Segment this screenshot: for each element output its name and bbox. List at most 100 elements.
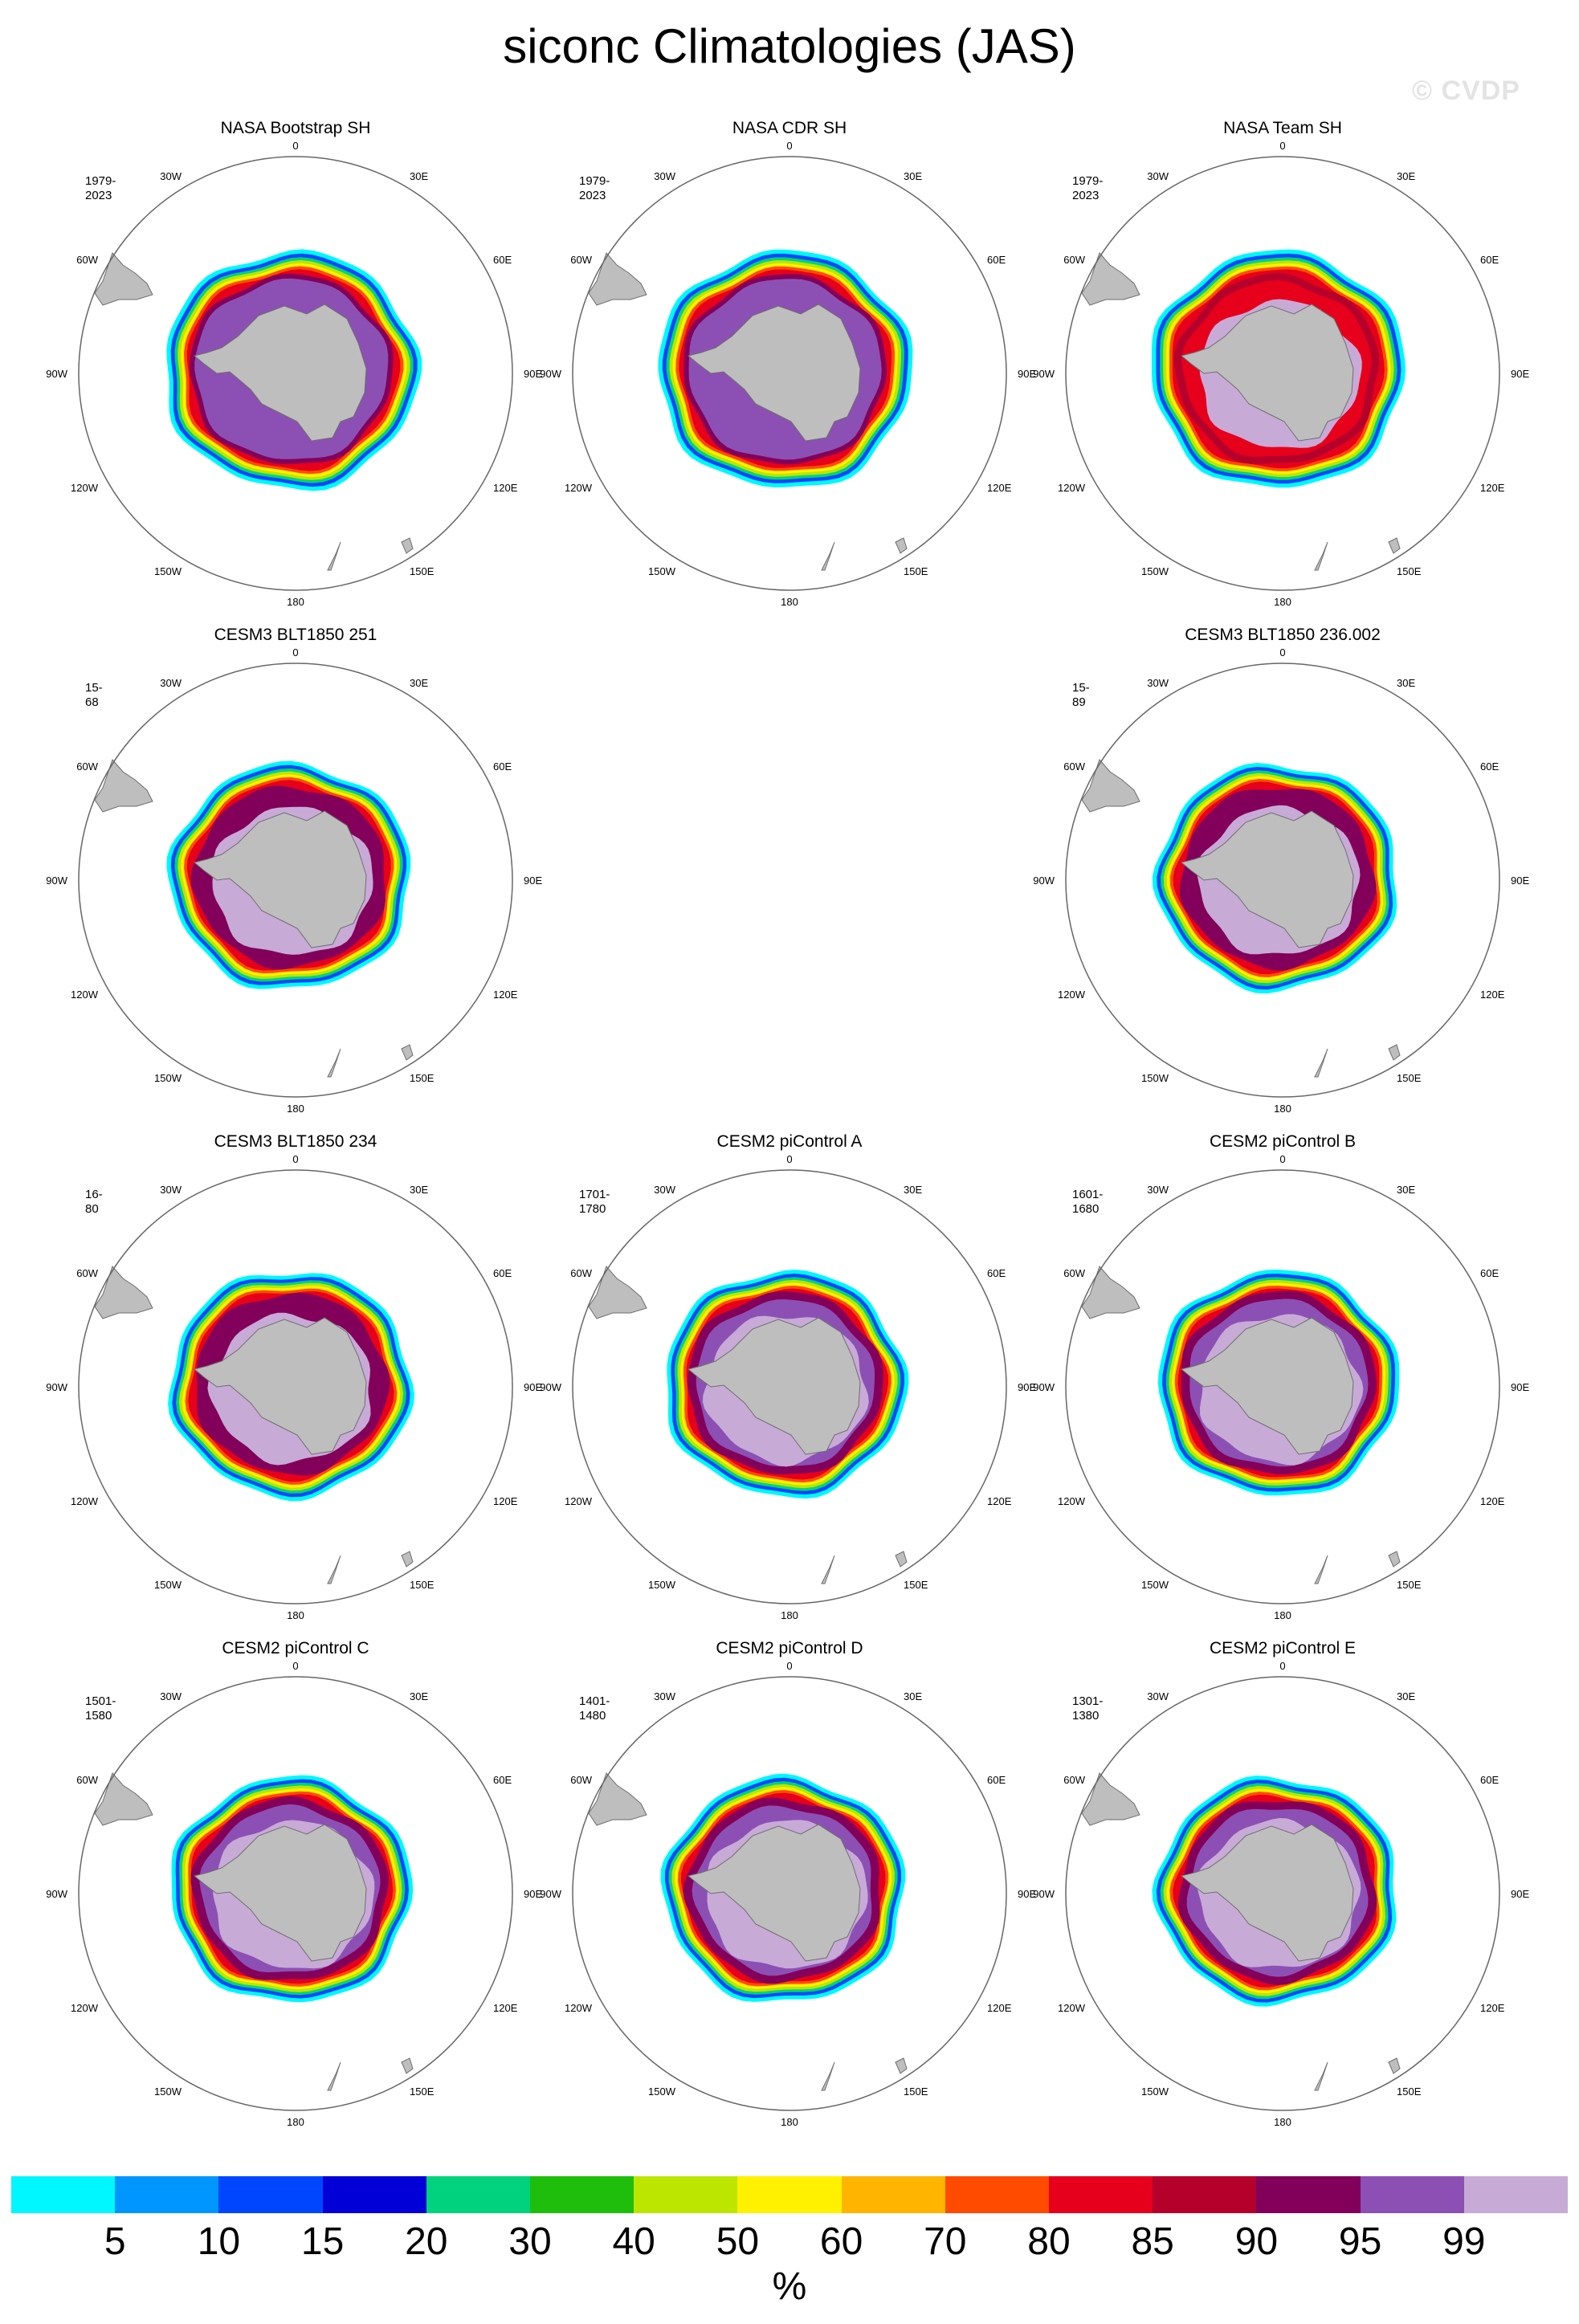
colorbar-swatch	[1256, 2176, 1361, 2213]
tasmania-landmass	[895, 1551, 908, 1568]
map-boundary	[1065, 1676, 1500, 2111]
south-america-landmass	[1081, 1266, 1140, 1319]
new-zealand-landmass	[821, 1555, 835, 1584]
ice-concentration-band	[1160, 257, 1397, 480]
longitude-label: 120E	[1480, 2002, 1505, 2014]
longitude-label: 30E	[1397, 170, 1415, 182]
ice-concentration-band	[1166, 1788, 1383, 1993]
longitude-label: 30W	[654, 1184, 675, 1196]
longitude-label: 120E	[1480, 482, 1505, 494]
ice-concentration-band	[1157, 767, 1393, 990]
ice-concentration-band	[1179, 789, 1377, 971]
colorbar-tick-label: 60	[819, 2220, 863, 2263]
ice-concentration-band	[190, 1796, 389, 1980]
ice-concentration-band	[199, 1804, 381, 1972]
longitude-label: 90E	[1511, 875, 1529, 887]
ice-concentration-band	[1181, 1290, 1377, 1474]
longitude-label: 90E	[524, 875, 542, 887]
colorbar-swatch	[1463, 2176, 1569, 2213]
ice-concentration-band	[677, 1279, 898, 1489]
ice-concentration-band	[686, 1288, 888, 1480]
south-america-landmass	[588, 252, 647, 306]
longitude-label: 60W	[1063, 254, 1085, 266]
ice-concentration-band	[674, 1277, 901, 1491]
colorbar-tick-label: 10	[197, 2220, 241, 2263]
longitude-label: 60W	[1063, 1774, 1085, 1786]
panel-title: CESM2 piControl D	[716, 1639, 863, 1657]
south-america-landmass	[94, 1772, 153, 1826]
antarctica-landmass	[193, 810, 367, 948]
map-boundary	[78, 156, 513, 591]
ice-concentration-band	[672, 263, 899, 475]
ice-concentration-band	[212, 806, 373, 955]
ice-concentration-band	[182, 1286, 401, 1488]
longitude-label: 0	[292, 140, 298, 152]
longitude-label: 0	[292, 1660, 298, 1672]
ice-concentration-band	[207, 1312, 371, 1466]
ice-concentration-band	[1177, 1288, 1380, 1478]
longitude-label: 60W	[1063, 760, 1085, 773]
longitude-label: 60E	[1480, 254, 1499, 266]
ice-concentration-band	[696, 1299, 875, 1467]
ice-concentration-band	[1166, 263, 1391, 475]
longitude-label: 120E	[493, 2002, 518, 2014]
ice-concentration-band	[176, 1280, 406, 1494]
ice-concentration-band	[1174, 1286, 1383, 1480]
longitude-label: 30W	[160, 677, 182, 689]
panel-period: 1601-1680	[1072, 1188, 1104, 1216]
colorbar-swatch	[945, 2176, 1050, 2213]
new-zealand-landmass	[327, 1048, 341, 1078]
map-boundary	[1065, 156, 1500, 591]
south-america-landmass	[94, 252, 153, 306]
longitude-label: 120E	[1480, 1495, 1505, 1507]
panel-period: 15-89	[1072, 681, 1090, 709]
longitude-label: 180	[1274, 1609, 1291, 1621]
longitude-label: 120E	[493, 1495, 518, 1507]
new-zealand-landmass	[1314, 1555, 1328, 1584]
ice-concentration-band	[174, 768, 403, 982]
longitude-label: 150W	[648, 565, 676, 577]
ice-concentration-band	[683, 1797, 880, 1984]
tasmania-landmass	[401, 2057, 414, 2074]
ice-concentration-band	[194, 278, 389, 459]
ice-concentration-band	[1177, 1801, 1377, 1985]
longitude-label: 60E	[1480, 760, 1499, 773]
longitude-label: 150W	[154, 1579, 182, 1591]
panel-period: 1501-1580	[85, 1694, 116, 1723]
ice-concentration-band	[681, 1792, 886, 1984]
longitude-label: 120E	[987, 1495, 1012, 1507]
longitude-label: 90W	[46, 875, 67, 887]
new-zealand-landmass	[327, 2061, 341, 2091]
longitude-label: 150W	[154, 565, 182, 577]
longitude-label: 30E	[410, 170, 428, 182]
ice-concentration-band	[683, 274, 887, 465]
colorbar-swatch	[426, 2176, 531, 2213]
ice-concentration-band	[174, 257, 414, 483]
ice-concentration-band	[213, 1820, 375, 1969]
longitude-label: 120W	[565, 482, 593, 494]
colorbar-swatch	[1360, 2176, 1465, 2213]
ice-concentration-band	[1156, 1780, 1393, 2003]
ice-concentration-band	[1152, 763, 1397, 994]
ice-concentration-band	[678, 1790, 889, 1987]
colorbar-tick-label: 80	[1027, 2220, 1071, 2263]
longitude-label: 120E	[1480, 989, 1505, 1001]
panel-period: 1979-2023	[579, 174, 610, 202]
longitude-label: 120W	[71, 1495, 99, 1507]
ice-concentration-band	[671, 1784, 895, 1992]
colorbar-tick-label: 20	[405, 2220, 448, 2263]
colorbar-swatch	[634, 2176, 738, 2213]
longitude-label: 60W	[76, 1774, 98, 1786]
longitude-label: 120W	[71, 989, 99, 1001]
ice-concentration-band	[1163, 773, 1386, 984]
map-boundary	[572, 1676, 1007, 2111]
longitude-label: 120E	[493, 482, 518, 494]
longitude-label: 120W	[1058, 989, 1086, 1001]
ice-concentration-band	[1161, 770, 1389, 986]
longitude-label: 90W	[1033, 368, 1055, 380]
panel-title: NASA Bootstrap SH	[220, 119, 371, 137]
ice-concentration-band	[184, 266, 404, 475]
longitude-label: 30E	[904, 1690, 922, 1702]
